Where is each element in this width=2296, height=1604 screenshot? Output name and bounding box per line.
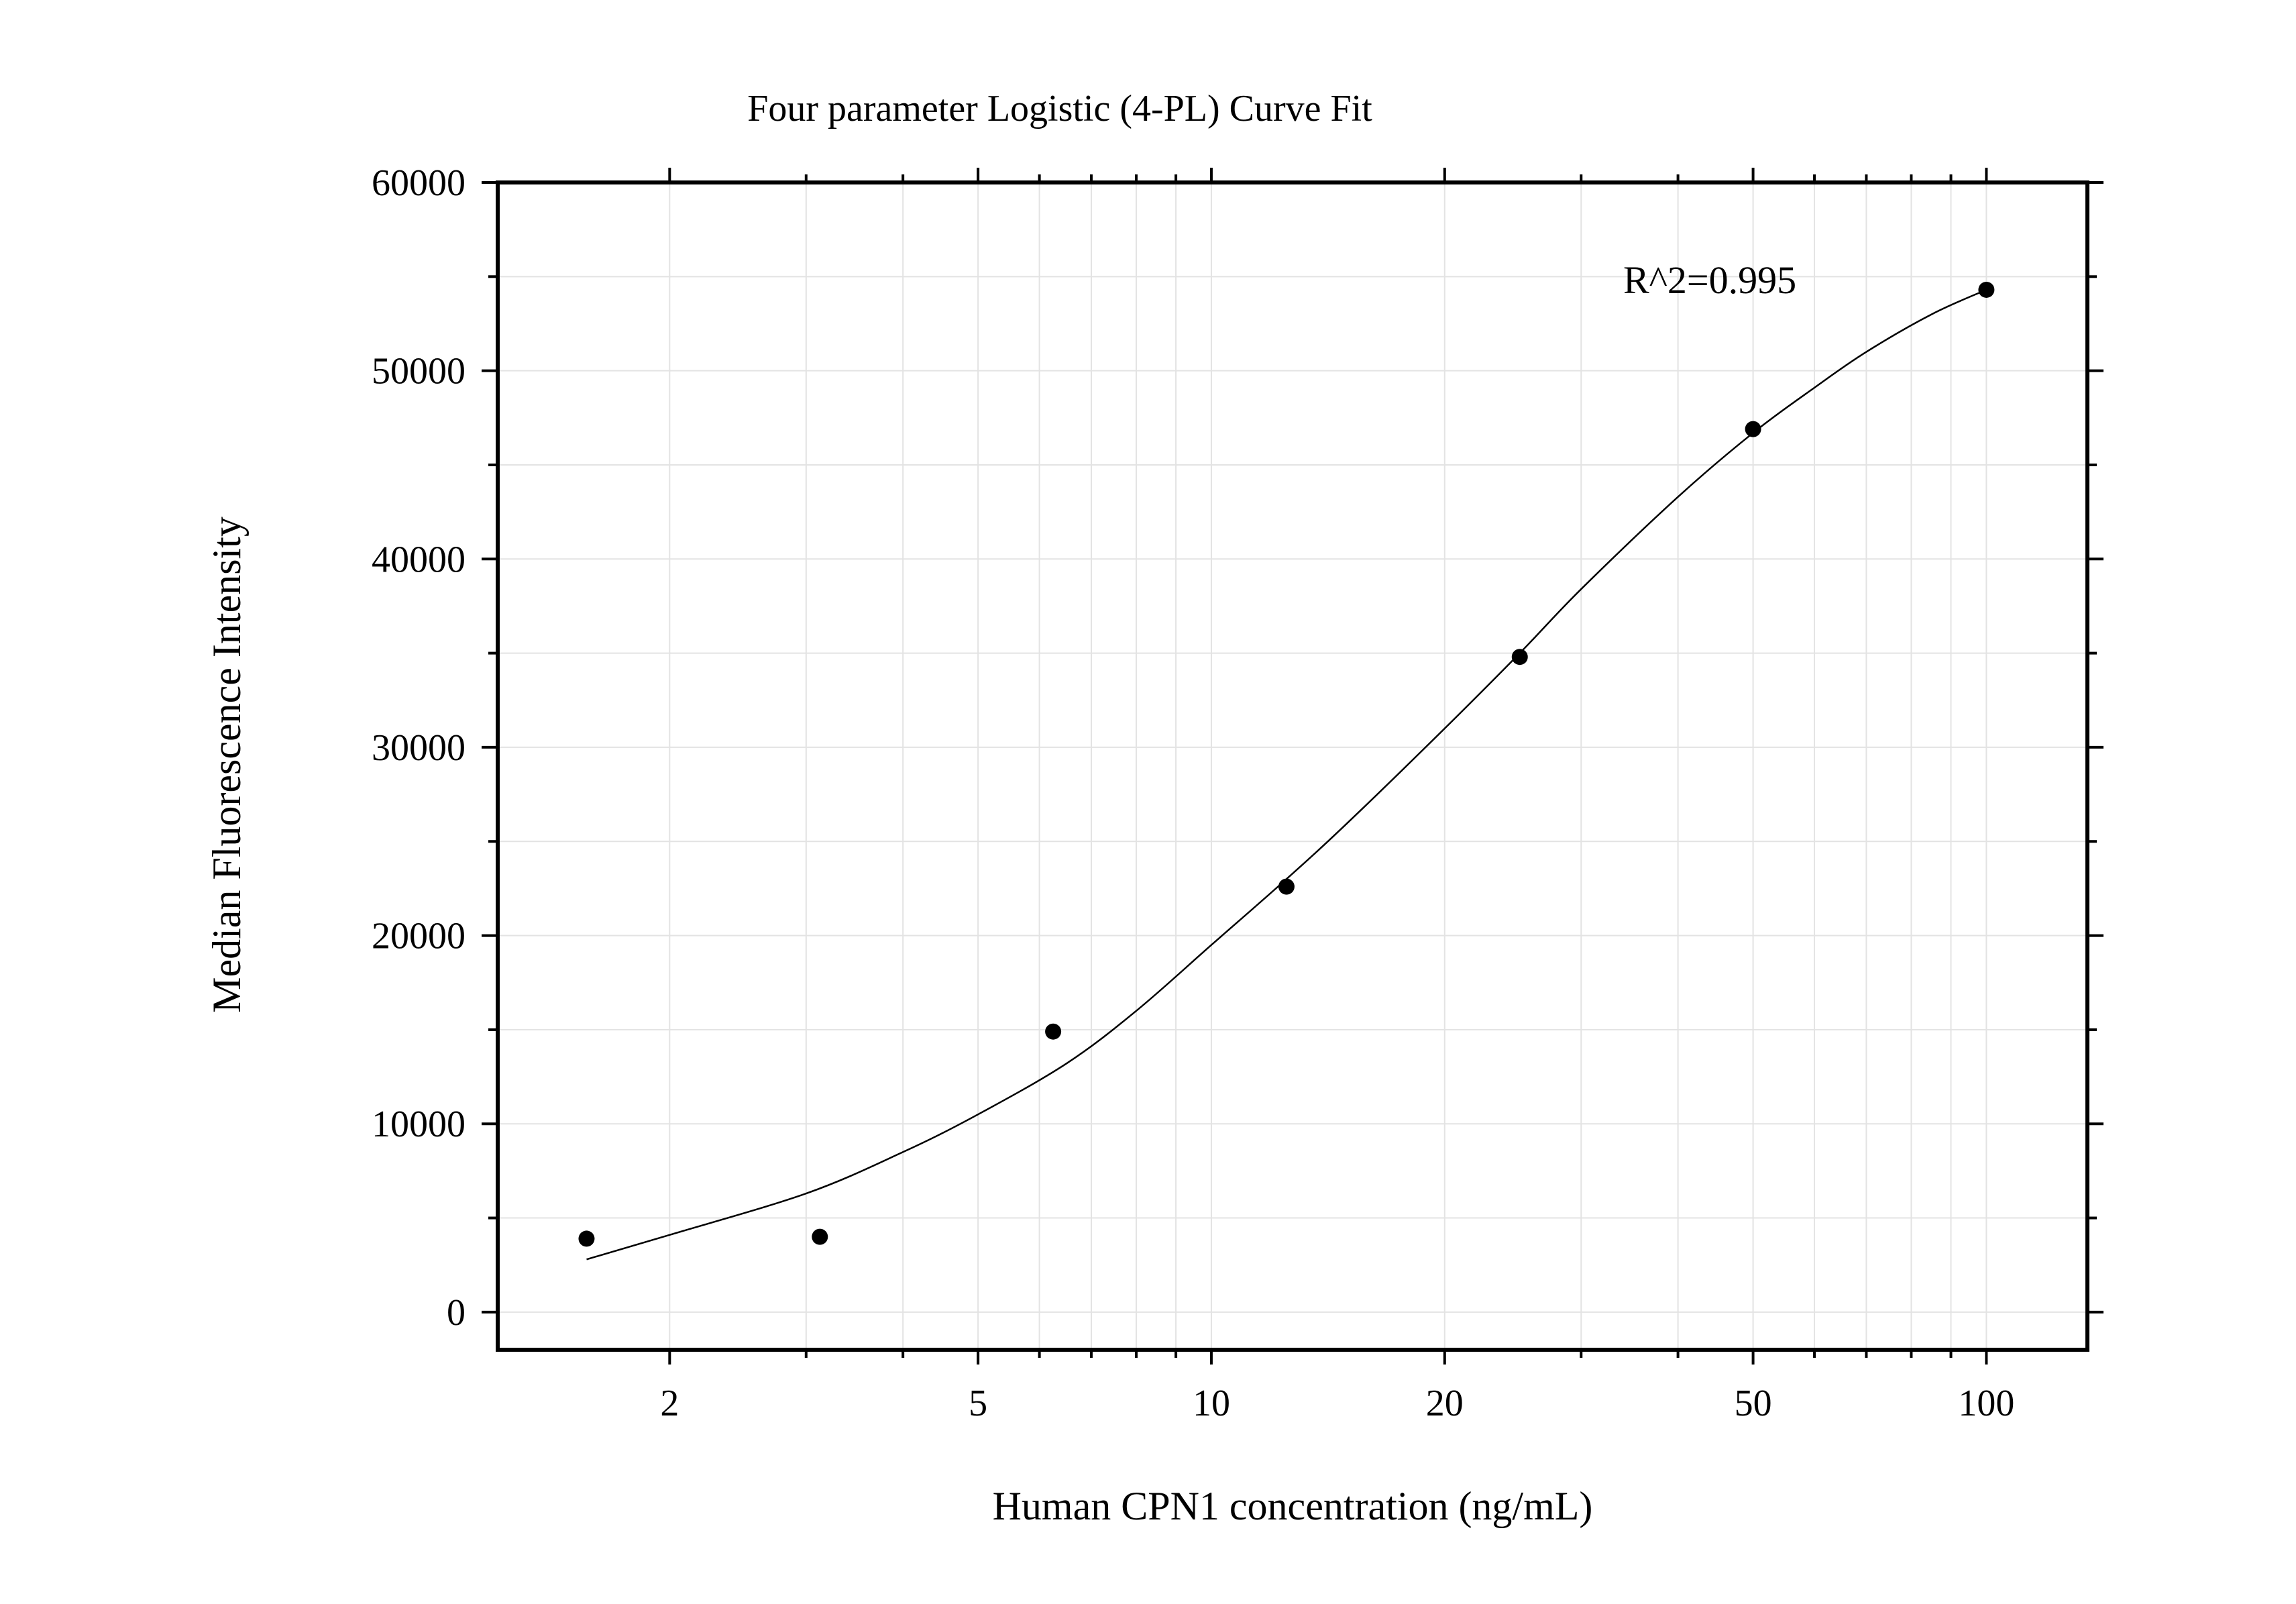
x-tick-labels: 2 5 10 20 50 100 [660, 1383, 2014, 1424]
y-tick-label: 10000 [372, 1104, 466, 1145]
y-tick-labels: 0 10000 20000 30000 40000 50000 60000 [372, 162, 466, 1334]
data-point [578, 1230, 595, 1247]
x-tick-label: 20 [1426, 1383, 1464, 1424]
y-tick-label: 60000 [372, 162, 466, 204]
data-point [1745, 421, 1761, 437]
x-tick-label: 50 [1735, 1383, 1772, 1424]
data-point [1978, 281, 1995, 298]
data-point [1278, 878, 1295, 895]
data-point [1045, 1023, 1062, 1040]
x-tick-label: 2 [660, 1383, 679, 1424]
data-point [812, 1228, 828, 1245]
plot-frame [496, 180, 2089, 1352]
y-tick-label: 0 [447, 1292, 466, 1334]
y-tick-label: 30000 [372, 727, 466, 769]
r-squared-annotation: R^2=0.995 [1623, 258, 1796, 302]
y-tick-label: 40000 [372, 539, 466, 580]
x-tick-label: 10 [1193, 1383, 1230, 1424]
fit-curve [586, 288, 1987, 1261]
axis-ticks [482, 168, 2103, 1365]
x-tick-label: 5 [969, 1383, 987, 1424]
grid [498, 182, 2087, 1350]
chart-title: Four parameter Logistic (4-PL) Curve Fit [747, 88, 1372, 129]
y-tick-label: 50000 [372, 351, 466, 392]
data-point [1511, 649, 1528, 665]
y-axis-label: Median Fluorescence Intensity [205, 517, 249, 1013]
data-points [578, 281, 1995, 1247]
x-axis-label: Human CPN1 concentration (ng/mL) [993, 1484, 1593, 1528]
x-tick-label: 100 [1958, 1383, 2014, 1424]
y-tick-label: 20000 [372, 916, 466, 957]
